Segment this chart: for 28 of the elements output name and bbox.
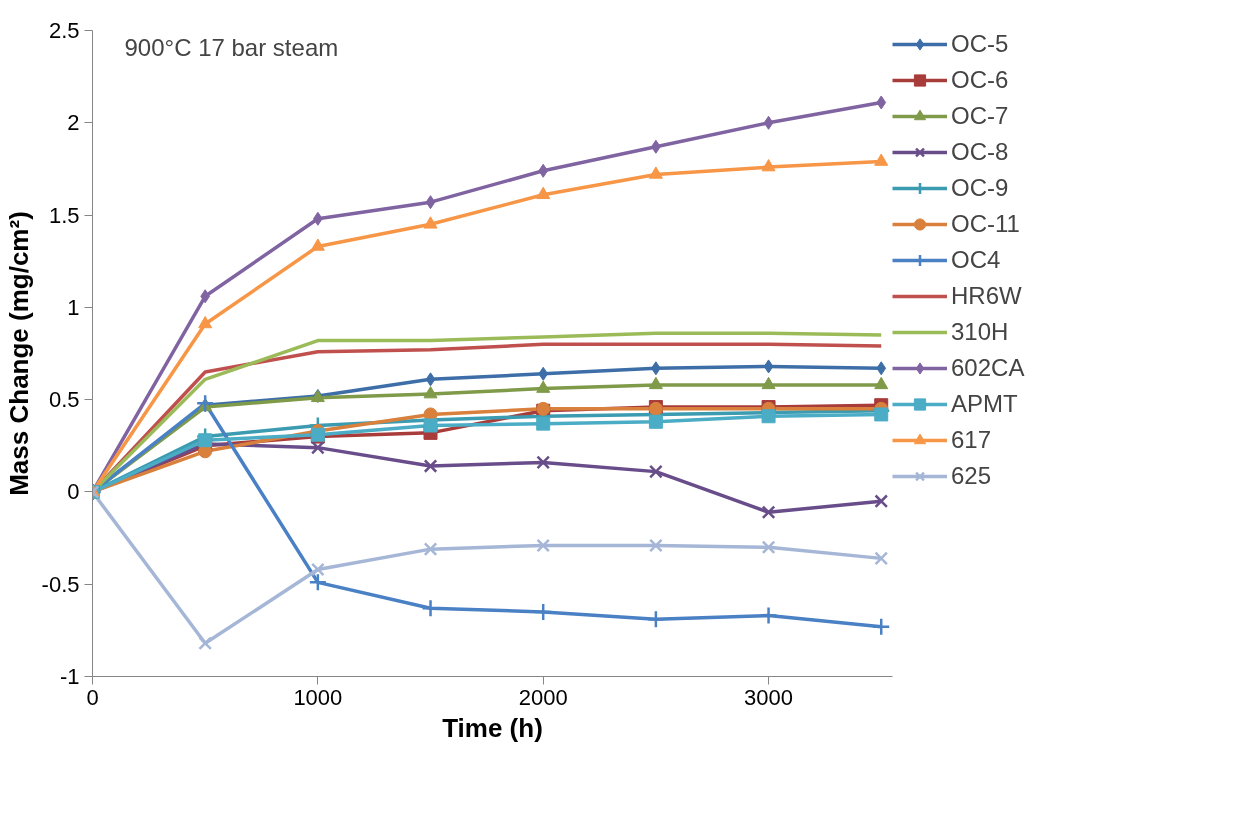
legend-label: OC4 — [951, 246, 1001, 274]
y-tick-label: -0.5 — [41, 571, 80, 597]
legend-label: OC-8 — [951, 138, 1009, 166]
x-tick-label: 2000 — [518, 684, 568, 710]
legend-label: OC-11 — [951, 210, 1020, 238]
legend-label: OC-9 — [951, 174, 1009, 202]
legend-label: OC-5 — [951, 30, 1009, 58]
y-tick-label: 1.5 — [48, 202, 80, 228]
x-tick-label: 0 — [86, 684, 99, 710]
y-axis-title: Mass Change (mg/cm²) — [3, 211, 34, 496]
legend-label: APMT — [951, 390, 1018, 418]
y-tick-label: 0 — [67, 479, 80, 505]
x-tick-label: 1000 — [293, 684, 343, 710]
y-tick-label: 1 — [67, 294, 80, 320]
legend-label: 310H — [951, 318, 1009, 346]
legend-label: 617 — [951, 426, 992, 454]
legend-label: OC-6 — [951, 66, 1009, 94]
legend-label: HR6W — [951, 282, 1022, 310]
legend-label: 625 — [951, 462, 992, 490]
y-tick-label: 2.5 — [48, 18, 80, 43]
x-axis-title: Time (h) — [442, 712, 543, 743]
y-tick-label: -1 — [59, 664, 80, 689]
y-tick-label: 2 — [67, 110, 80, 136]
annotation: 900°C 17 bar steam — [124, 33, 339, 61]
y-tick-label: 0.5 — [48, 387, 80, 413]
x-tick-label: 3000 — [744, 684, 794, 710]
legend-label: 602CA — [951, 354, 1025, 382]
legend-label: OC-7 — [951, 102, 1009, 130]
